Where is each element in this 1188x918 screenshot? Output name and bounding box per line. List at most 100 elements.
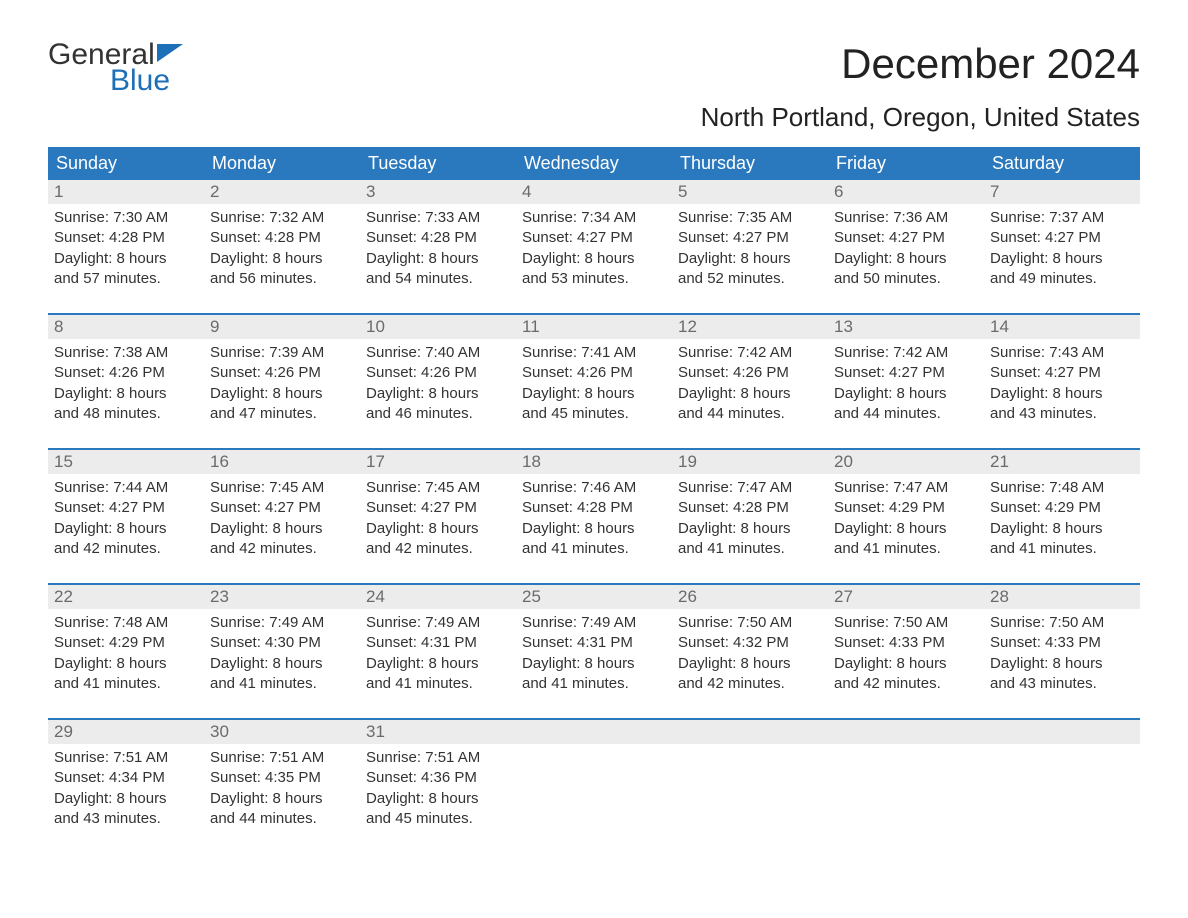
sunrise-line: Sunrise: 7:49 AM	[522, 613, 666, 633]
sunrise-line: Sunrise: 7:45 AM	[210, 478, 354, 498]
sunrise-line: Sunrise: 7:42 AM	[834, 343, 978, 363]
month-title: December 2024	[701, 40, 1140, 88]
day-number: 28	[984, 585, 1140, 609]
daylight-line-1: Daylight: 8 hours	[366, 384, 510, 404]
daylight-line-1: Daylight: 8 hours	[678, 249, 822, 269]
day-number: 23	[204, 585, 360, 609]
sunrise-line: Sunrise: 7:50 AM	[678, 613, 822, 633]
daylight-line-1: Daylight: 8 hours	[54, 384, 198, 404]
day-cell: 1Sunrise: 7:30 AMSunset: 4:28 PMDaylight…	[48, 180, 204, 295]
day-details: Sunrise: 7:35 AMSunset: 4:27 PMDaylight:…	[672, 204, 828, 295]
day-cell: 30Sunrise: 7:51 AMSunset: 4:35 PMDayligh…	[204, 720, 360, 835]
daylight-line-1: Daylight: 8 hours	[210, 249, 354, 269]
sunrise-line: Sunrise: 7:49 AM	[366, 613, 510, 633]
week-row: 8Sunrise: 7:38 AMSunset: 4:26 PMDaylight…	[48, 313, 1140, 430]
title-block: December 2024 North Portland, Oregon, Un…	[701, 40, 1140, 133]
daylight-line-2: and 41 minutes.	[678, 539, 822, 559]
day-cell: 11Sunrise: 7:41 AMSunset: 4:26 PMDayligh…	[516, 315, 672, 430]
daylight-line-2: and 44 minutes.	[834, 404, 978, 424]
daylight-line-1: Daylight: 8 hours	[366, 654, 510, 674]
daylight-line-1: Daylight: 8 hours	[834, 654, 978, 674]
day-cell: 28Sunrise: 7:50 AMSunset: 4:33 PMDayligh…	[984, 585, 1140, 700]
day-cell: 20Sunrise: 7:47 AMSunset: 4:29 PMDayligh…	[828, 450, 984, 565]
day-details: Sunrise: 7:51 AMSunset: 4:35 PMDaylight:…	[204, 744, 360, 835]
day-details	[828, 744, 984, 754]
dayheader-fri: Friday	[828, 147, 984, 180]
day-details: Sunrise: 7:40 AMSunset: 4:26 PMDaylight:…	[360, 339, 516, 430]
week-row: 15Sunrise: 7:44 AMSunset: 4:27 PMDayligh…	[48, 448, 1140, 565]
day-details: Sunrise: 7:43 AMSunset: 4:27 PMDaylight:…	[984, 339, 1140, 430]
dayheader-mon: Monday	[204, 147, 360, 180]
day-details: Sunrise: 7:47 AMSunset: 4:28 PMDaylight:…	[672, 474, 828, 565]
day-cell: 10Sunrise: 7:40 AMSunset: 4:26 PMDayligh…	[360, 315, 516, 430]
sunset-line: Sunset: 4:36 PM	[366, 768, 510, 788]
week-row: 22Sunrise: 7:48 AMSunset: 4:29 PMDayligh…	[48, 583, 1140, 700]
sunset-line: Sunset: 4:34 PM	[54, 768, 198, 788]
daylight-line-2: and 44 minutes.	[678, 404, 822, 424]
sunrise-line: Sunrise: 7:30 AM	[54, 208, 198, 228]
sunrise-line: Sunrise: 7:51 AM	[54, 748, 198, 768]
sunrise-line: Sunrise: 7:42 AM	[678, 343, 822, 363]
daylight-line-1: Daylight: 8 hours	[210, 654, 354, 674]
sunset-line: Sunset: 4:26 PM	[366, 363, 510, 383]
day-cell: 26Sunrise: 7:50 AMSunset: 4:32 PMDayligh…	[672, 585, 828, 700]
daylight-line-2: and 41 minutes.	[522, 539, 666, 559]
day-cell: 7Sunrise: 7:37 AMSunset: 4:27 PMDaylight…	[984, 180, 1140, 295]
day-details: Sunrise: 7:51 AMSunset: 4:36 PMDaylight:…	[360, 744, 516, 835]
day-number: 20	[828, 450, 984, 474]
sunset-line: Sunset: 4:35 PM	[210, 768, 354, 788]
day-details: Sunrise: 7:44 AMSunset: 4:27 PMDaylight:…	[48, 474, 204, 565]
day-cell: 29Sunrise: 7:51 AMSunset: 4:34 PMDayligh…	[48, 720, 204, 835]
day-details: Sunrise: 7:49 AMSunset: 4:31 PMDaylight:…	[516, 609, 672, 700]
day-cell: 4Sunrise: 7:34 AMSunset: 4:27 PMDaylight…	[516, 180, 672, 295]
sunrise-line: Sunrise: 7:50 AM	[990, 613, 1134, 633]
daylight-line-2: and 57 minutes.	[54, 269, 198, 289]
daylight-line-2: and 43 minutes.	[990, 674, 1134, 694]
day-details: Sunrise: 7:32 AMSunset: 4:28 PMDaylight:…	[204, 204, 360, 295]
day-number: 29	[48, 720, 204, 744]
day-details	[516, 744, 672, 754]
day-details: Sunrise: 7:49 AMSunset: 4:30 PMDaylight:…	[204, 609, 360, 700]
day-details: Sunrise: 7:33 AMSunset: 4:28 PMDaylight:…	[360, 204, 516, 295]
sunset-line: Sunset: 4:28 PM	[522, 498, 666, 518]
daylight-line-1: Daylight: 8 hours	[522, 384, 666, 404]
sunset-line: Sunset: 4:31 PM	[522, 633, 666, 653]
weeks-container: 1Sunrise: 7:30 AMSunset: 4:28 PMDaylight…	[48, 180, 1140, 835]
sunrise-line: Sunrise: 7:38 AM	[54, 343, 198, 363]
day-number: 26	[672, 585, 828, 609]
daylight-line-2: and 50 minutes.	[834, 269, 978, 289]
day-details: Sunrise: 7:46 AMSunset: 4:28 PMDaylight:…	[516, 474, 672, 565]
brand-word2: Blue	[110, 66, 185, 96]
day-number: 24	[360, 585, 516, 609]
location: North Portland, Oregon, United States	[701, 102, 1140, 133]
daylight-line-1: Daylight: 8 hours	[366, 519, 510, 539]
day-number: 6	[828, 180, 984, 204]
calendar: Sunday Monday Tuesday Wednesday Thursday…	[48, 147, 1140, 835]
daylight-line-2: and 42 minutes.	[54, 539, 198, 559]
daylight-line-1: Daylight: 8 hours	[834, 384, 978, 404]
day-cell: 3Sunrise: 7:33 AMSunset: 4:28 PMDaylight…	[360, 180, 516, 295]
day-cell: 31Sunrise: 7:51 AMSunset: 4:36 PMDayligh…	[360, 720, 516, 835]
daylight-line-1: Daylight: 8 hours	[678, 384, 822, 404]
day-number: 12	[672, 315, 828, 339]
sunset-line: Sunset: 4:26 PM	[210, 363, 354, 383]
day-cell: 22Sunrise: 7:48 AMSunset: 4:29 PMDayligh…	[48, 585, 204, 700]
day-cell	[516, 720, 672, 835]
daylight-line-2: and 45 minutes.	[522, 404, 666, 424]
daylight-line-1: Daylight: 8 hours	[522, 519, 666, 539]
daylight-line-1: Daylight: 8 hours	[54, 654, 198, 674]
daylight-line-1: Daylight: 8 hours	[990, 519, 1134, 539]
sunset-line: Sunset: 4:26 PM	[522, 363, 666, 383]
daylight-line-2: and 47 minutes.	[210, 404, 354, 424]
sunset-line: Sunset: 4:30 PM	[210, 633, 354, 653]
daylight-line-1: Daylight: 8 hours	[366, 249, 510, 269]
sunrise-line: Sunrise: 7:47 AM	[834, 478, 978, 498]
day-number: 16	[204, 450, 360, 474]
day-details: Sunrise: 7:51 AMSunset: 4:34 PMDaylight:…	[48, 744, 204, 835]
day-details: Sunrise: 7:50 AMSunset: 4:32 PMDaylight:…	[672, 609, 828, 700]
daylight-line-2: and 41 minutes.	[366, 674, 510, 694]
day-cell	[672, 720, 828, 835]
day-header-row: Sunday Monday Tuesday Wednesday Thursday…	[48, 147, 1140, 180]
daylight-line-1: Daylight: 8 hours	[990, 654, 1134, 674]
sunrise-line: Sunrise: 7:32 AM	[210, 208, 354, 228]
